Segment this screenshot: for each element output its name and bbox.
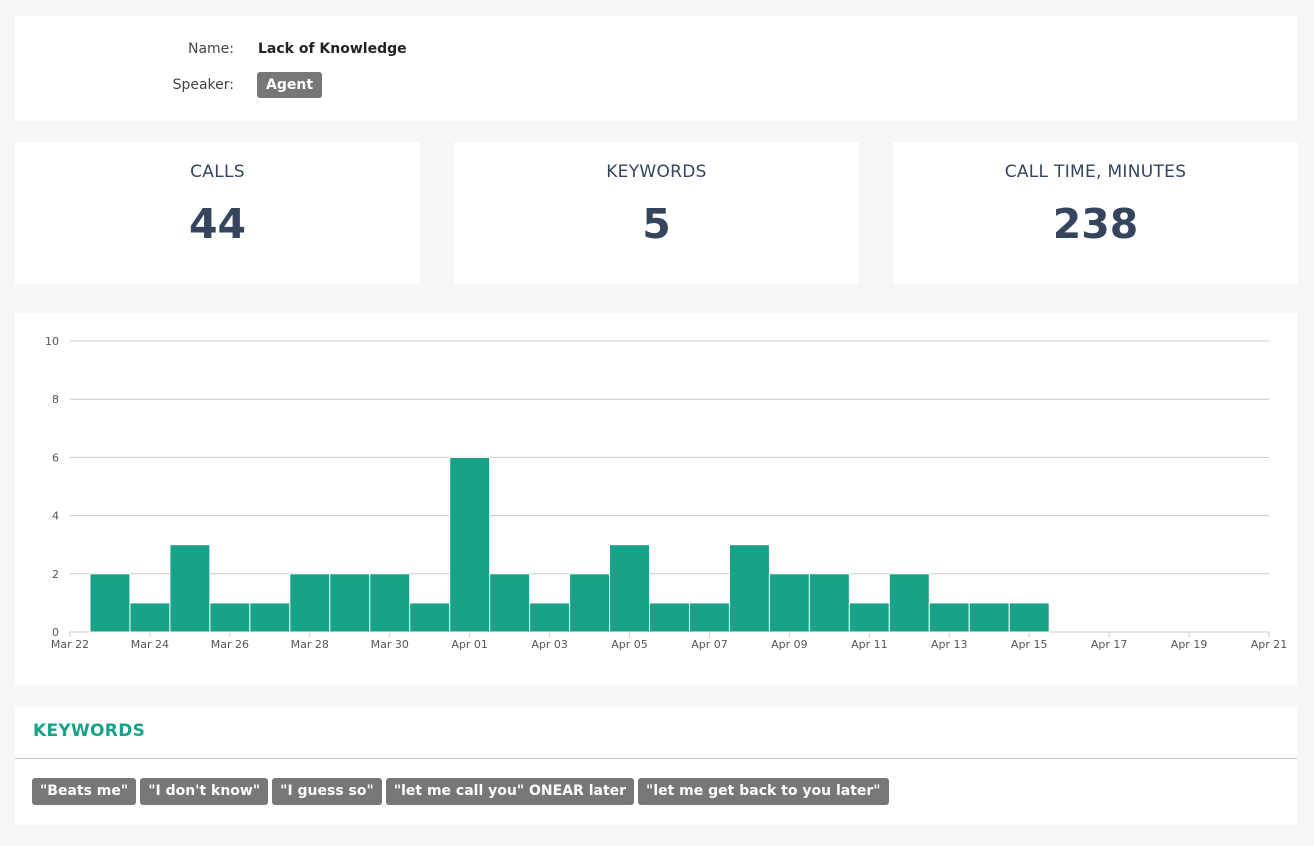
chart-panel: 0 2 4 6 8 10 Mar 22 Mar 24 Mar 26 Mar 28 Mar 30 Apr…: [15, 313, 1297, 685]
call-time-label: CALL TIME, MINUTES: [1004, 162, 1187, 182]
info-panel: Name: Lack of Knowledge Speaker: Agent: [15, 16, 1297, 121]
x-tick-label: Apr 01: [451, 638, 488, 651]
x-tick-label: Mar 24: [131, 638, 169, 651]
calls-card: CALLS 44: [15, 142, 420, 284]
call-time-card: CALL TIME, MINUTES 238: [893, 142, 1298, 284]
x-tick-label: Apr 21: [1251, 638, 1288, 651]
x-tick-label: Apr 15: [1011, 638, 1048, 651]
bar[interactable]: [209, 602, 251, 633]
keywords-divider: [15, 758, 1297, 759]
keyword-tag[interactable]: "I don't know": [140, 778, 269, 805]
bar[interactable]: [329, 573, 371, 633]
bar[interactable]: [489, 573, 531, 633]
keywords-card: KEYWORDS 5: [454, 142, 859, 284]
bar[interactable]: [888, 573, 930, 633]
x-tick-label: Mar 22: [51, 638, 89, 651]
bar[interactable]: [728, 544, 770, 633]
keywords-section-title: KEYWORDS: [33, 721, 146, 741]
x-tick-label: Mar 30: [371, 638, 409, 651]
x-tick-label: Apr 03: [531, 638, 568, 651]
x-tick-label: Mar 26: [211, 638, 249, 651]
y-tick-label: 4: [52, 510, 59, 523]
bar[interactable]: [449, 456, 491, 633]
bar[interactable]: [569, 573, 611, 633]
keyword-tag[interactable]: "let me get back to you later": [638, 778, 889, 805]
bar[interactable]: [649, 602, 690, 633]
x-tick-label: Apr 07: [691, 638, 728, 651]
bar[interactable]: [289, 573, 331, 633]
bar[interactable]: [169, 544, 211, 633]
x-tick-label: Apr 17: [1091, 638, 1128, 651]
bar[interactable]: [928, 602, 970, 633]
x-tick-label: Apr 09: [771, 638, 808, 651]
x-tick-label: Mar 28: [291, 638, 329, 651]
keyword-frequency-chart: 0 2 4 6 8 10 Mar 22 Mar 24 Mar 26 Mar 28 Mar 30 Apr…: [45, 335, 1288, 651]
bar[interactable]: [688, 602, 730, 633]
name-value: Lack of Knowledge: [258, 41, 407, 57]
x-tick-label: Apr 05: [611, 638, 648, 651]
name-label: Name:: [187, 41, 234, 57]
y-tick-label: 8: [52, 393, 59, 406]
call-time-value: 238: [1052, 200, 1139, 248]
bar[interactable]: [369, 573, 411, 633]
y-tick-label: 2: [52, 568, 59, 581]
keywords-count-value: 5: [642, 200, 671, 248]
name-row: Name: Lack of Knowledge: [15, 35, 407, 63]
calls-label: CALLS: [190, 162, 245, 182]
bar[interactable]: [848, 602, 890, 633]
speaker-badge: Agent: [257, 72, 323, 98]
x-tick-label: Apr 13: [931, 638, 968, 651]
bar[interactable]: [1008, 602, 1050, 633]
keyword-tag-list: "Beats me" "I don't know" "I guess so" "let…: [32, 778, 889, 805]
bar[interactable]: [968, 602, 1010, 633]
bar[interactable]: [808, 573, 850, 633]
bar[interactable]: [129, 602, 171, 633]
y-tick-label: 6: [52, 451, 59, 464]
keyword-tag[interactable]: "let me call you" ONEAR later: [385, 778, 635, 805]
bar[interactable]: [409, 602, 451, 633]
speaker-row: Speaker: Agent: [15, 71, 323, 99]
bar[interactable]: [249, 602, 291, 633]
keywords-count-label: KEYWORDS: [606, 162, 707, 182]
bar[interactable]: [609, 544, 651, 633]
keyword-tag[interactable]: "I guess so": [272, 778, 382, 805]
x-tick-label: Apr 11: [851, 638, 888, 651]
y-tick-label: 10: [45, 335, 59, 348]
bar[interactable]: [768, 573, 810, 633]
bar[interactable]: [529, 602, 571, 633]
x-tick-label: Apr 19: [1171, 638, 1208, 651]
bar[interactable]: [89, 573, 131, 633]
keywords-panel: KEYWORDS "Beats me" "I don't know" "I gues…: [15, 707, 1297, 825]
keyword-tag[interactable]: "Beats me": [32, 778, 137, 805]
speaker-label: Speaker:: [172, 77, 234, 93]
calls-value: 44: [188, 200, 247, 248]
y-tick-label: 0: [52, 626, 59, 639]
